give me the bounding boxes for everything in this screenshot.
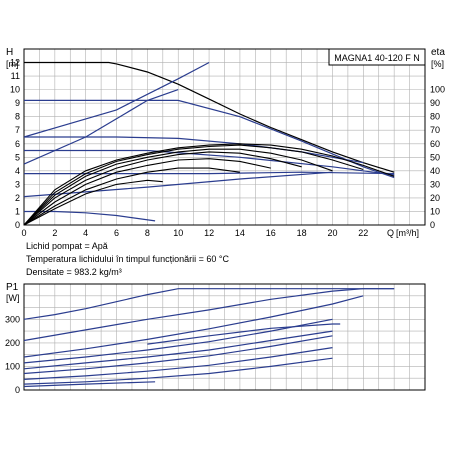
y2-tick-label: 70 [430, 125, 440, 135]
curve-eff-4 [23, 151, 302, 226]
curve-power-4 [23, 318, 333, 364]
y-tick-label: 1 [15, 206, 20, 216]
curve-power-5 [23, 330, 333, 370]
curve-power-max [23, 288, 395, 320]
x-tick-label: 0 [21, 228, 26, 238]
p1-tick-label: 0 [15, 385, 20, 395]
p1-axis-unit: [W] [6, 293, 20, 303]
y-axis-label: H [6, 47, 13, 58]
p1-axis-label: P1 [6, 282, 19, 293]
curve-head-p3 [24, 136, 364, 164]
y2-tick-label: 0 [430, 220, 435, 230]
curve-power-7 [23, 347, 333, 380]
note-liquid: Lichid pompat = Apă [26, 241, 108, 251]
curve-sys-1 [23, 89, 179, 165]
y-tick-label: 4 [15, 166, 20, 176]
x-tick-label: 10 [173, 228, 183, 238]
x-tick-label: 12 [204, 228, 214, 238]
y2-tick-label: 80 [430, 112, 440, 122]
curve-eff-7 [23, 179, 163, 226]
x-tick-label: 14 [235, 228, 245, 238]
x-tick-label: 4 [83, 228, 88, 238]
curve-head-p4 [24, 149, 395, 176]
x-tick-label: 20 [327, 228, 337, 238]
curve-eff-2 [23, 144, 364, 226]
y-tick-label: 8 [15, 112, 20, 122]
note-temperature: Temperatura lichidului în timpul funcțio… [26, 254, 229, 264]
y2-tick-label: 20 [430, 193, 440, 203]
y-tick-label: 6 [15, 139, 20, 149]
y-tick-label: 3 [15, 179, 20, 189]
curve-power-const-280 [147, 323, 341, 345]
y-tick-label: 5 [15, 152, 20, 162]
curve-head-p2 [24, 99, 395, 179]
chart-title: MAGNA1 40-120 F N [334, 53, 420, 63]
note-density: Densitate = 983.2 kg/m³ [26, 267, 122, 277]
y-tick-label: 7 [15, 125, 20, 135]
curve-power-8 [23, 357, 333, 385]
y-tick-label: 0 [15, 220, 20, 230]
y2-tick-label: 30 [430, 179, 440, 189]
x-axis-label: Q [387, 228, 394, 238]
x-tick-label: 8 [145, 228, 150, 238]
y2-tick-label: 50 [430, 152, 440, 162]
y2-tick-label: 10 [430, 206, 440, 216]
y-tick-label: 10 [10, 85, 20, 95]
curve-power-6 [23, 335, 333, 375]
p1-tick-label: 100 [5, 361, 20, 371]
curve-sys-2 [23, 61, 210, 138]
x-tick-label: 2 [52, 228, 57, 238]
x-tick-label: 16 [266, 228, 276, 238]
curve-head-p6 [23, 171, 333, 198]
y2-tick-label: 60 [430, 139, 440, 149]
curve-eff-3 [23, 148, 333, 226]
y2-tick-label: 90 [430, 98, 440, 108]
p1-tick-label: 300 [5, 314, 20, 324]
curve-eff-5 [23, 158, 271, 226]
x-axis-unit: [m³/h] [396, 228, 419, 238]
curve-head-p5 [24, 171, 395, 175]
y-tick-label: 9 [15, 98, 20, 108]
title-box [328, 48, 426, 66]
curve-eff-6 [23, 167, 240, 226]
y2-axis-unit: [%] [431, 59, 444, 69]
y-tick-label: 11 [11, 71, 20, 81]
curve-power-min [23, 381, 156, 388]
y2-tick-label: 40 [430, 166, 440, 176]
y2-axis-label: eta [431, 47, 445, 58]
p1-tick-label: 200 [5, 338, 20, 348]
curve-head-max [24, 61, 395, 173]
x-tick-label: 6 [114, 228, 119, 238]
x-tick-label: 18 [297, 228, 307, 238]
plot-frame-bottom [23, 283, 426, 391]
y2-tick-label: 100 [430, 85, 445, 95]
curve-power-3 [23, 295, 364, 358]
x-tick-label: 22 [358, 228, 368, 238]
curve-power-2 [23, 288, 395, 342]
curve-head-min [24, 210, 156, 222]
y-tick-label: 2 [15, 193, 20, 203]
curve-eff-1 [23, 143, 395, 226]
y-axis-unit: [m] [6, 59, 19, 69]
y-tick-label: 12 [10, 58, 20, 68]
